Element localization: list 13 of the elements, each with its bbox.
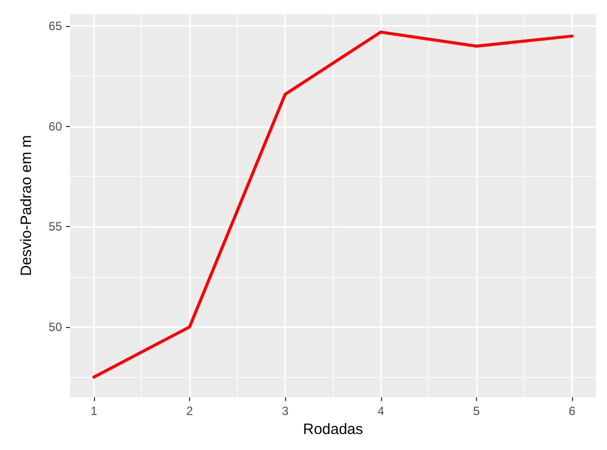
x-tick-label: 5 bbox=[473, 404, 480, 418]
y-tick-label: 60 bbox=[48, 119, 62, 134]
x-tick-label: 4 bbox=[377, 404, 384, 418]
x-tick-label: 3 bbox=[282, 404, 289, 418]
x-tick-label: 6 bbox=[568, 404, 576, 418]
x-tick-label: 1 bbox=[90, 404, 98, 418]
y-tick-label: 65 bbox=[48, 19, 62, 34]
y-tick-label: 50 bbox=[48, 320, 62, 334]
y-axis-title: Desvio-Padrao em m bbox=[18, 135, 35, 276]
x-axis-title: Rodadas bbox=[302, 421, 364, 438]
line-series bbox=[92, 30, 574, 379]
x-tick-label: 2 bbox=[186, 404, 194, 418]
y-tick-label: 55 bbox=[48, 220, 62, 234]
